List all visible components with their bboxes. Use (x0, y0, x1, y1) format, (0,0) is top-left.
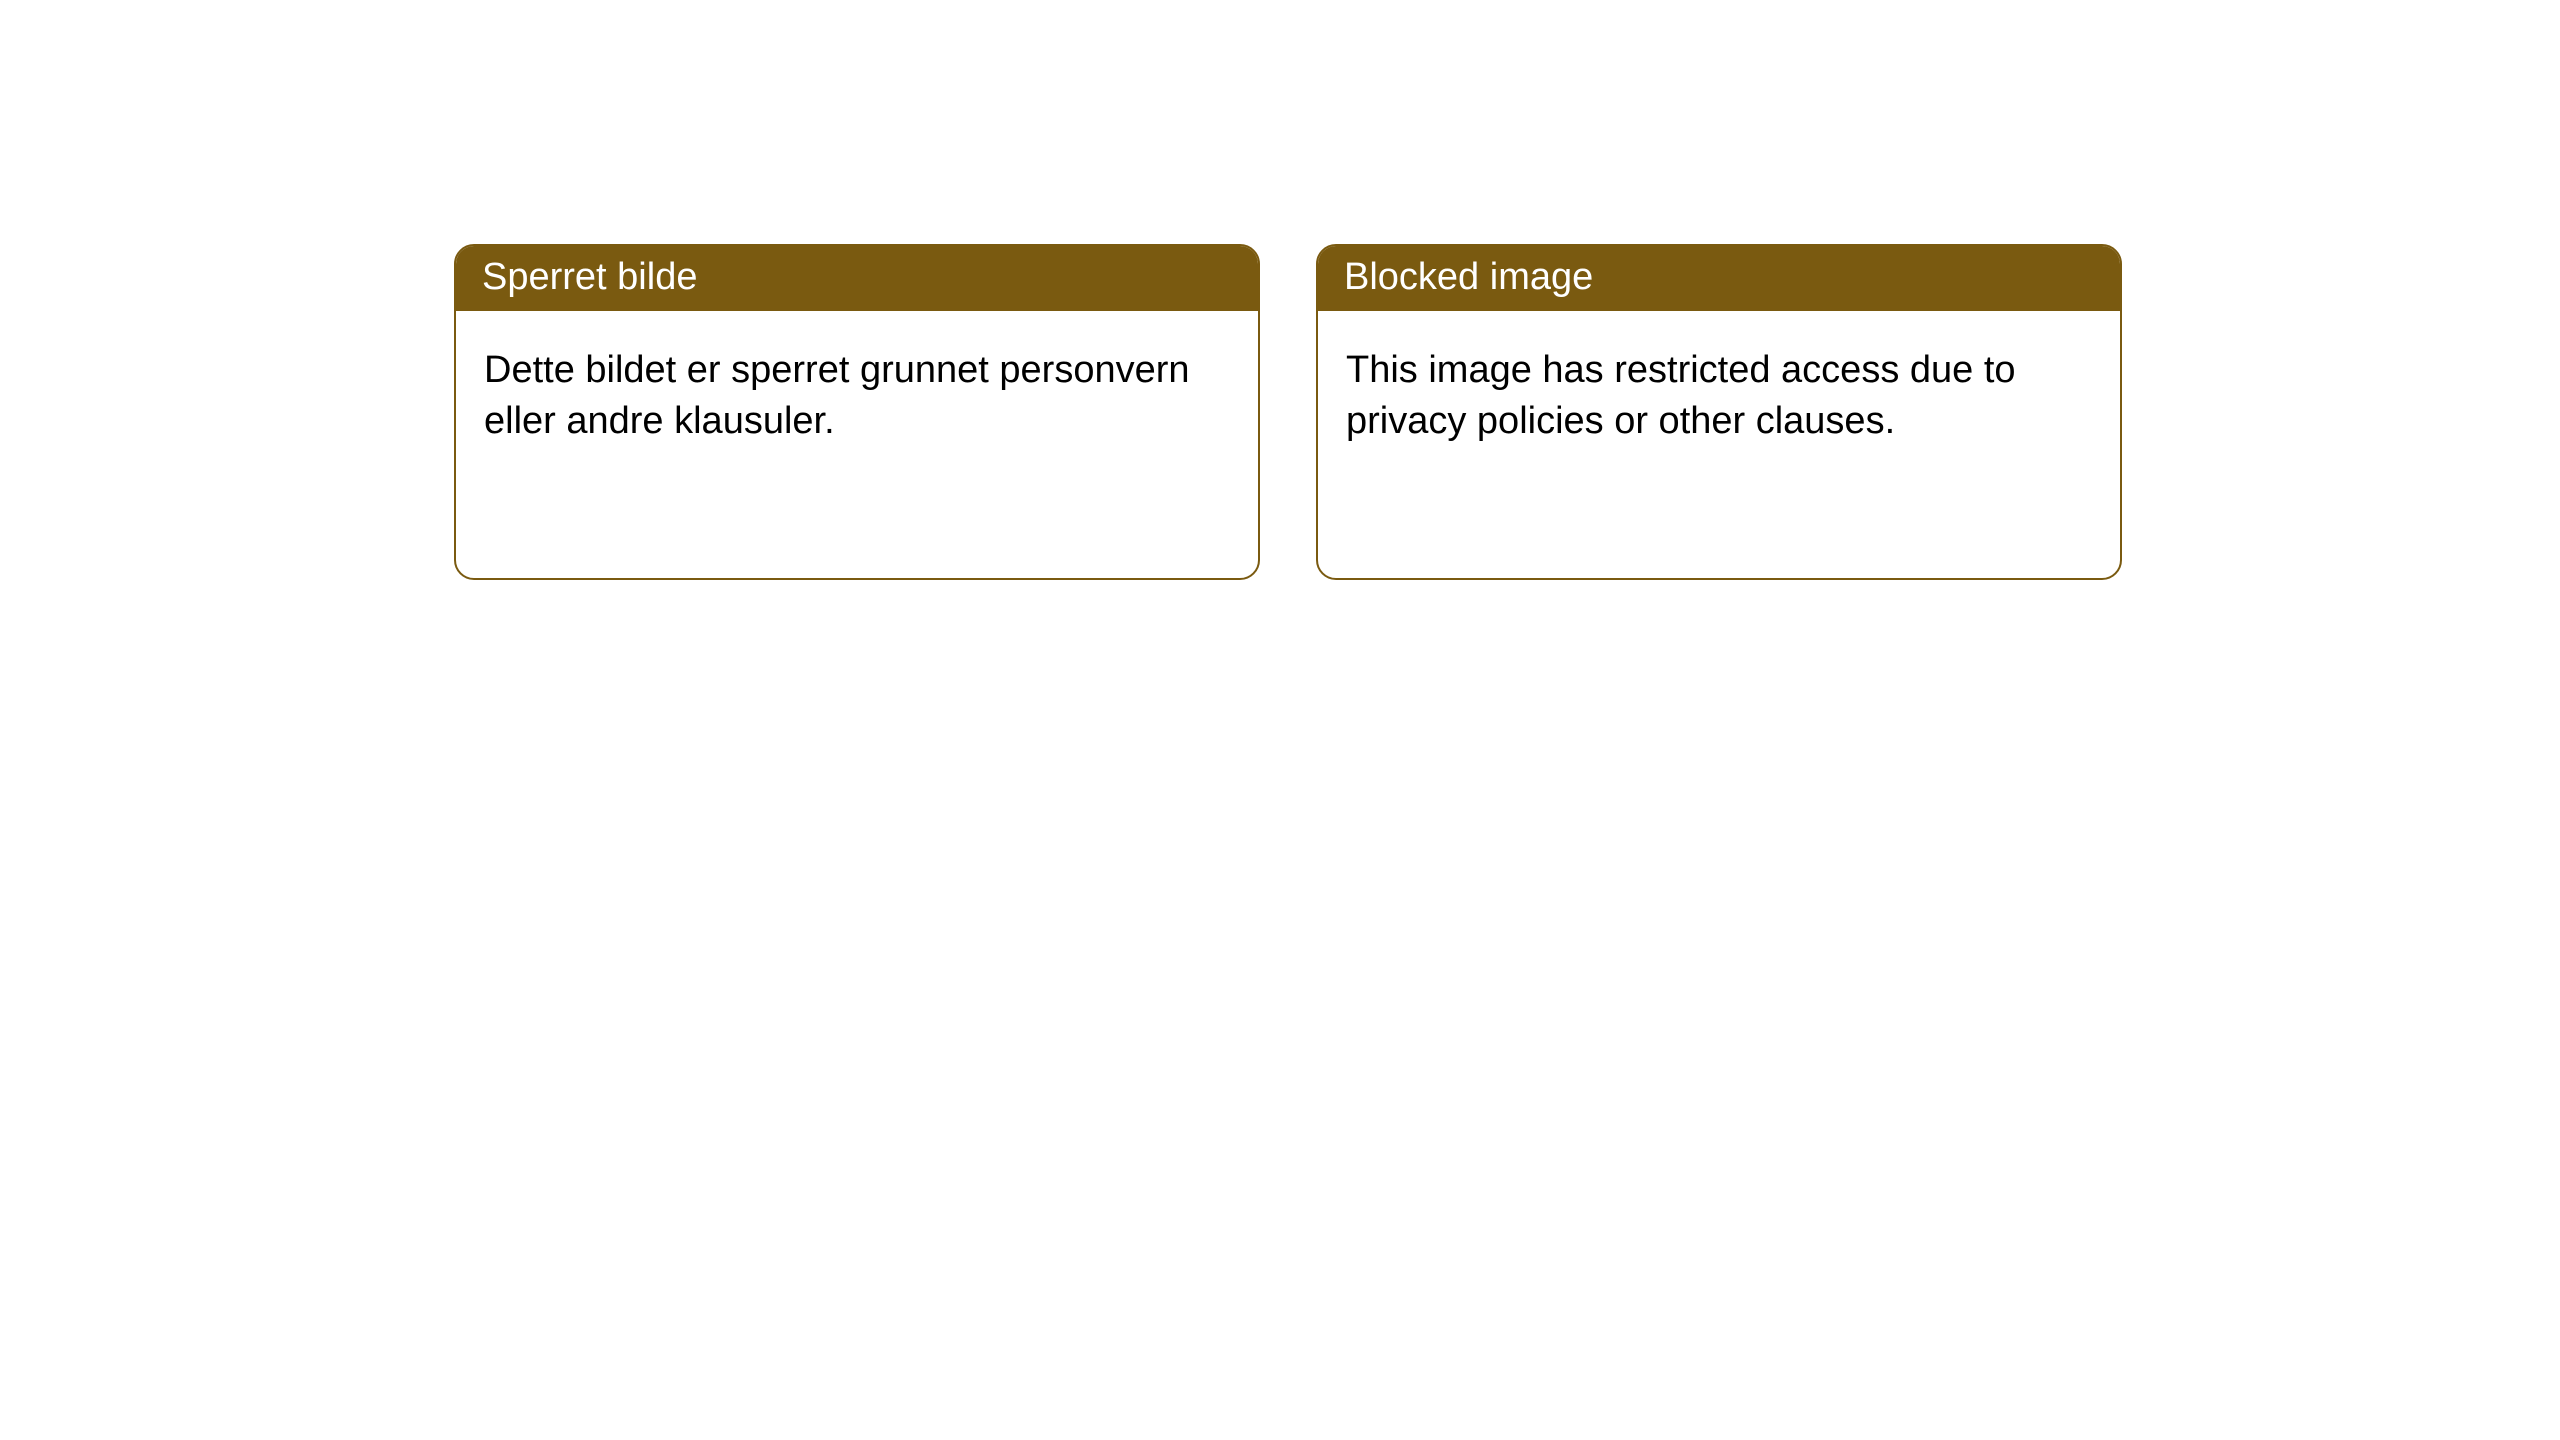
notice-card-norwegian: Sperret bilde Dette bildet er sperret gr… (454, 244, 1260, 580)
notice-header: Blocked image (1318, 246, 2120, 311)
notice-container: Sperret bilde Dette bildet er sperret gr… (0, 0, 2560, 580)
notice-body: This image has restricted access due to … (1318, 311, 2120, 482)
notice-card-english: Blocked image This image has restricted … (1316, 244, 2122, 580)
notice-body: Dette bildet er sperret grunnet personve… (456, 311, 1258, 482)
notice-header: Sperret bilde (456, 246, 1258, 311)
